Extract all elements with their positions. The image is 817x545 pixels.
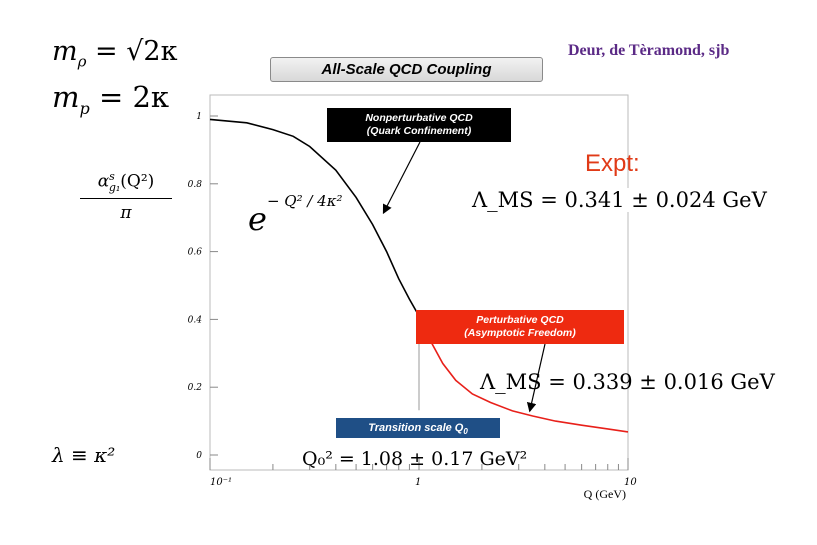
chart-title: All-Scale QCD Coupling xyxy=(270,57,543,82)
plot-area: 0 0.2 0.4 0.6 0.8 1 10⁻¹ 1 10Q (GeV) xyxy=(188,94,637,501)
nonperturbative-arrow xyxy=(382,141,421,215)
m-p-rhs: = 2κ xyxy=(89,80,170,114)
perturbative-label: Perturbative QCD xyxy=(476,314,564,326)
gaussian-formula: e− Q² / 4κ² xyxy=(248,192,343,238)
y-tick-label: 0.4 xyxy=(188,315,203,325)
m-rho-equation: mρ = √2κ xyxy=(52,36,177,70)
x-tick-label: 1 xyxy=(415,477,421,488)
q0-value: Q₀² = 1.08 ± 0.17 GeV² xyxy=(302,448,528,470)
x-tick-label: 10 xyxy=(624,477,637,488)
y-tick-label: 1 xyxy=(196,112,202,122)
y-tick-label: 0.8 xyxy=(188,180,203,190)
y-tick-label: 0.2 xyxy=(188,383,203,393)
fraction-bar xyxy=(80,198,172,200)
x-tick-label: 10⁻¹ xyxy=(210,477,232,488)
y-tick-label: 0 xyxy=(196,451,202,461)
nonperturbative-box: Nonperturbative QCD (Quark Confinement) xyxy=(327,108,511,142)
perturbative-arrow xyxy=(526,343,546,413)
alpha-sub: g₁ xyxy=(108,181,121,195)
nonperturbative-curve xyxy=(209,118,420,317)
perturbative-box: Perturbative QCD (Asymptotic Freedom) xyxy=(416,310,624,344)
transition-label: Transition scale Q xyxy=(368,422,464,434)
x-axis-label: Q (GeV) xyxy=(584,487,626,501)
m-rho-rhs: = √2κ xyxy=(86,36,178,67)
y-axis-label: αsg₁(Q²) π xyxy=(80,170,172,223)
y-axis-label-denominator: π xyxy=(120,203,132,224)
lambda-expt-value: Λ_MS = 0.341 ± 0.024 GeV xyxy=(472,188,767,212)
y-axis-label-numerator: αsg₁(Q²) xyxy=(80,170,172,194)
gaussian-exponent: − Q² / 4κ² xyxy=(266,192,343,211)
nonperturbative-label: Nonperturbative QCD xyxy=(365,112,473,124)
expt-label: Expt: xyxy=(585,150,640,177)
alpha-sup: s xyxy=(109,170,115,183)
alpha-symbol: α xyxy=(97,171,110,192)
m-p-lhs: m xyxy=(52,80,80,114)
gaussian-base: e xyxy=(248,200,267,238)
lambda-theory-value: Λ_MS = 0.339 ± 0.016 GeV xyxy=(480,370,775,394)
perturbative-sublabel: (Asymptotic Freedom) xyxy=(464,327,576,339)
y-tick-label: 0.6 xyxy=(188,248,203,258)
alpha-arg: (Q²) xyxy=(120,171,155,192)
perturbative-curve xyxy=(418,315,629,433)
authors-credit: Deur, de Tèramond, sjb xyxy=(568,42,730,59)
m-p-equation: mp = 2κ xyxy=(52,80,169,118)
m-rho-sub: ρ xyxy=(77,52,87,71)
transition-subscript: 0 xyxy=(463,427,468,437)
transition-box: Transition scale Q0 xyxy=(336,418,500,438)
nonperturbative-sublabel: (Quark Confinement) xyxy=(366,125,472,137)
m-p-sub: p xyxy=(79,98,90,118)
lambda-definition: λ ≡ κ² xyxy=(52,443,116,467)
m-rho-lhs: m xyxy=(52,36,78,67)
plot-frame xyxy=(209,94,629,471)
